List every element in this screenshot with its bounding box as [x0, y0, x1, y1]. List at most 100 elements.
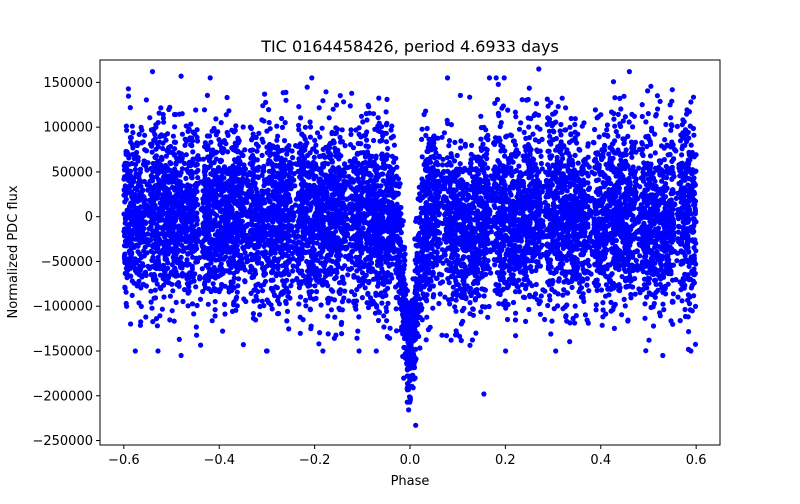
data-point — [371, 137, 377, 144]
data-point — [523, 283, 529, 289]
data-point — [642, 301, 648, 307]
data-point — [191, 311, 197, 317]
data-point — [365, 144, 371, 150]
data-point — [297, 213, 303, 219]
data-point — [472, 297, 478, 303]
data-point — [172, 175, 178, 181]
data-point — [555, 291, 561, 297]
data-point — [497, 123, 503, 130]
data-point — [181, 160, 188, 166]
data-point — [658, 262, 664, 268]
data-point — [254, 148, 260, 154]
data-point — [674, 123, 680, 129]
data-point — [328, 307, 334, 313]
data-point — [485, 258, 491, 264]
data-point — [160, 145, 166, 152]
data-point — [390, 133, 396, 139]
data-point — [519, 97, 525, 103]
data-point — [531, 294, 537, 300]
data-point — [279, 291, 285, 297]
data-point — [634, 267, 641, 273]
data-point — [478, 125, 484, 131]
data-point — [320, 348, 326, 354]
data-point — [669, 123, 675, 129]
data-point — [563, 105, 569, 111]
data-point — [194, 127, 200, 133]
data-point — [301, 133, 307, 139]
data-point — [154, 281, 160, 287]
data-point — [538, 160, 545, 167]
data-point — [260, 288, 266, 294]
data-point — [652, 150, 658, 156]
data-point — [383, 305, 389, 311]
data-point — [231, 275, 237, 281]
data-point — [353, 306, 359, 312]
data-point — [317, 176, 323, 182]
data-point — [548, 269, 554, 275]
data-point — [536, 238, 542, 245]
data-point — [318, 260, 324, 266]
data-point — [362, 285, 368, 291]
data-point — [423, 132, 429, 139]
data-point — [608, 308, 614, 314]
data-point — [617, 95, 623, 101]
data-point — [130, 130, 136, 136]
data-point — [345, 272, 351, 278]
data-point — [316, 105, 322, 111]
data-point — [314, 130, 321, 136]
data-point — [611, 110, 617, 117]
data-point — [155, 120, 161, 126]
data-point — [548, 141, 554, 147]
data-point — [137, 169, 143, 175]
data-point — [376, 95, 382, 101]
data-point — [633, 258, 639, 264]
data-point — [298, 115, 304, 121]
data-point — [259, 298, 265, 304]
data-point — [288, 283, 294, 289]
data-point — [361, 172, 367, 178]
data-point — [147, 115, 153, 121]
data-point — [284, 318, 290, 324]
data-point — [280, 278, 286, 284]
data-point — [249, 274, 255, 281]
data-point — [159, 306, 165, 312]
data-point — [171, 318, 177, 324]
data-point — [444, 155, 451, 161]
data-point — [481, 255, 487, 261]
data-point — [259, 152, 265, 158]
data-point — [244, 172, 250, 178]
data-point — [641, 254, 648, 260]
data-point — [423, 108, 429, 114]
data-point — [304, 140, 310, 146]
data-point — [384, 120, 390, 126]
data-point — [440, 156, 446, 162]
data-point — [255, 281, 261, 287]
data-point — [383, 139, 390, 145]
data-point — [284, 151, 290, 157]
data-point — [589, 239, 595, 245]
data-point — [485, 165, 491, 171]
data-point — [609, 214, 615, 220]
data-point — [669, 139, 675, 145]
data-point — [166, 145, 172, 151]
data-point — [250, 311, 256, 317]
data-point — [494, 96, 501, 103]
data-point — [553, 135, 560, 142]
data-point — [268, 277, 274, 283]
data-point — [441, 130, 447, 136]
data-point — [320, 98, 326, 104]
data-point — [279, 124, 286, 130]
data-point — [325, 313, 331, 319]
data-point — [223, 141, 229, 147]
data-point — [486, 75, 493, 81]
data-point — [205, 301, 211, 307]
data-point — [129, 292, 135, 298]
data-point — [216, 137, 222, 143]
data-point — [668, 127, 674, 133]
data-point — [375, 283, 381, 289]
data-point — [351, 300, 357, 306]
data-point — [623, 147, 629, 153]
data-point — [481, 170, 487, 176]
data-point — [274, 144, 281, 150]
data-point — [194, 332, 200, 338]
